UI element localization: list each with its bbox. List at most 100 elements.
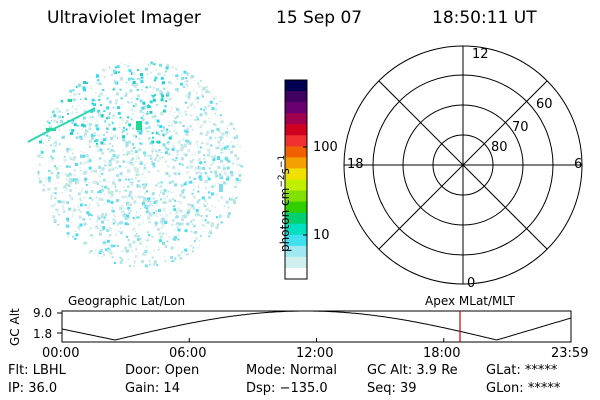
image-pixel (189, 125, 192, 128)
image-pixel (217, 199, 219, 201)
image-pixel (54, 183, 56, 185)
image-pixel (97, 124, 99, 126)
image-pixel (136, 173, 140, 177)
image-pixel (124, 195, 128, 199)
image-pixel (72, 157, 76, 161)
image-pixel (158, 239, 162, 243)
image-pixel (224, 205, 226, 207)
image-pixel (151, 132, 154, 135)
image-pixel (223, 164, 225, 166)
image-pixel (156, 88, 159, 92)
image-pixel (130, 148, 132, 150)
image-pixel (132, 143, 134, 145)
image-pixel (194, 166, 196, 168)
image-pixel (72, 98, 76, 102)
image-pixel (44, 134, 46, 136)
image-pixel (199, 80, 202, 82)
image-pixel (47, 187, 51, 191)
image-pixel (127, 203, 131, 207)
image-pixel (223, 146, 227, 150)
image-pixel (178, 169, 180, 171)
auroral-arc (27, 107, 96, 143)
image-pixel (137, 235, 140, 238)
image-pixel (84, 177, 88, 181)
image-pixel (207, 166, 209, 167)
image-pixel (123, 159, 125, 162)
image-pixel (116, 155, 119, 159)
image-pixel (130, 150, 133, 153)
image-pixel (117, 154, 120, 157)
image-pixel (82, 154, 86, 158)
image-pixel (185, 83, 188, 86)
image-pixel (147, 137, 151, 141)
image-pixel (118, 165, 121, 168)
image-pixel (152, 86, 155, 89)
image-pixel (158, 149, 161, 152)
image-pixel (72, 177, 75, 180)
image-pixel (145, 86, 148, 89)
image-pixel (87, 182, 89, 183)
image-pixel (187, 203, 191, 207)
image-pixel (138, 78, 141, 81)
image-pixel (96, 81, 99, 84)
status-value: ***** (524, 363, 558, 378)
image-pixel (220, 151, 223, 154)
image-pixel (70, 95, 72, 97)
image-pixel (115, 99, 118, 103)
image-pixel (209, 214, 211, 216)
image-pixel (126, 162, 128, 163)
image-pixel (82, 151, 85, 154)
image-pixel (204, 172, 207, 175)
image-pixel (128, 170, 131, 173)
image-pixel (66, 225, 68, 227)
image-pixel (171, 65, 175, 69)
image-pixel (213, 97, 216, 100)
image-pixel (154, 115, 157, 118)
image-pixel (226, 158, 229, 161)
image-pixel (128, 264, 131, 267)
image-pixel (215, 173, 217, 175)
image-pixel (97, 79, 99, 81)
image-pixel (150, 106, 153, 109)
image-pixel (126, 132, 129, 135)
image-pixel (228, 169, 230, 171)
image-pixel (225, 131, 228, 135)
image-pixel (195, 116, 198, 119)
image-pixel (105, 214, 107, 217)
image-pixel (191, 119, 193, 121)
image-pixel (106, 227, 108, 229)
image-pixel (157, 182, 160, 185)
image-pixel (205, 215, 208, 217)
image-pixel (109, 195, 113, 199)
mlt-label-0: 0 (467, 276, 476, 291)
image-pixel (160, 112, 164, 116)
image-pixel (175, 74, 179, 78)
image-pixel (213, 123, 216, 126)
image-pixel (114, 233, 117, 236)
xtick-label-0000: 00:00 (42, 346, 80, 361)
status-key: Gain: (125, 381, 160, 396)
colorbar-band (285, 135, 307, 147)
image-pixel (205, 217, 208, 220)
image-pixel (132, 74, 134, 76)
image-pixel (62, 172, 64, 174)
image-pixel (99, 157, 102, 160)
image-pixel (156, 264, 159, 267)
image-pixel (154, 157, 157, 160)
image-pixel (82, 217, 86, 221)
image-pixel (127, 240, 129, 242)
image-pixel (66, 220, 69, 223)
image-pixel (220, 196, 224, 200)
image-pixel (194, 79, 195, 81)
image-pixel (96, 127, 100, 131)
image-pixel (187, 96, 191, 100)
image-pixel (122, 232, 124, 234)
image-pixel (123, 202, 125, 204)
image-pixel (161, 143, 163, 145)
image-pixel (181, 190, 185, 194)
image-pixel (125, 178, 127, 181)
image-pixel (203, 199, 207, 203)
image-pixel (84, 180, 87, 183)
image-pixel (167, 148, 170, 151)
image-pixel (95, 91, 97, 93)
